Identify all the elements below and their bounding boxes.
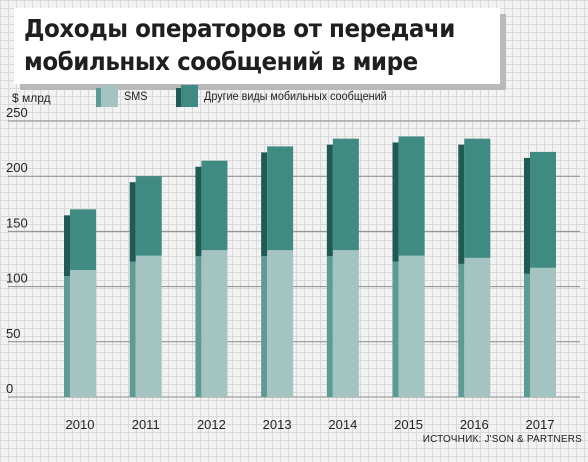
bar-side-other-2014 bbox=[326, 144, 333, 257]
chart-title: Доходы операторов от передачи мобильных … bbox=[14, 8, 501, 84]
chart-title-line-1: Доходы операторов от передачи bbox=[24, 14, 455, 43]
x-tick-label-2013: 2013 bbox=[263, 417, 292, 432]
bar-side-sms-2010 bbox=[64, 276, 70, 397]
bar-side-sms-2013 bbox=[261, 256, 268, 397]
bar-sms-2016 bbox=[464, 257, 491, 397]
bar-other-2011 bbox=[135, 176, 162, 256]
legend-swatch-sms-front bbox=[101, 85, 118, 107]
bar-other-2013 bbox=[267, 146, 294, 251]
bar-other-2016 bbox=[464, 138, 491, 258]
source-note: ИСТОЧНИК: J'SON & PARTNERS bbox=[422, 434, 582, 445]
legend-swatch-other-front bbox=[181, 85, 198, 107]
bar-side-other-2011 bbox=[129, 182, 136, 262]
x-tick-label-2015: 2015 bbox=[394, 417, 423, 432]
legend-swatch-sms bbox=[96, 85, 118, 107]
bar-sms-2012 bbox=[201, 250, 228, 397]
bar-side-sms-2016 bbox=[458, 263, 465, 397]
x-tick-label-2011: 2011 bbox=[132, 417, 160, 432]
y-tick-label-200: 200 bbox=[6, 160, 28, 175]
bar-sms-2013 bbox=[267, 250, 294, 397]
bar-other-2015 bbox=[398, 136, 425, 256]
bar-side-sms-2011 bbox=[129, 261, 136, 397]
bar-sms-2011 bbox=[135, 255, 162, 397]
y-axis-unit-label: $ млрд bbox=[12, 91, 51, 105]
bar-sms-2015 bbox=[398, 255, 425, 397]
y-tick-label-0: 0 bbox=[6, 381, 13, 396]
bar-side-other-2012 bbox=[195, 166, 202, 257]
y-tick-label-250: 250 bbox=[6, 105, 28, 120]
x-tick-label-2017: 2017 bbox=[526, 417, 555, 432]
bar-side-sms-2015 bbox=[392, 261, 399, 397]
bar-side-sms-2017 bbox=[524, 273, 530, 397]
x-tick-label-2014: 2014 bbox=[328, 417, 357, 432]
bar-other-2017 bbox=[530, 151, 556, 268]
y-tick-label-100: 100 bbox=[6, 271, 28, 286]
x-tick-label-2010: 2010 bbox=[66, 417, 95, 432]
legend-item-sms: SMS bbox=[96, 85, 150, 107]
bar-side-other-2010 bbox=[64, 215, 70, 277]
bar-other-2014 bbox=[332, 138, 359, 251]
bar-side-sms-2012 bbox=[195, 256, 202, 397]
bar-side-other-2013 bbox=[261, 152, 268, 257]
legend-swatch-sms-side bbox=[96, 88, 101, 107]
bar-sms-2010 bbox=[70, 270, 96, 397]
legend-item-other: Другие виды мобильных сообщений bbox=[176, 85, 407, 107]
y-tick-label-150: 150 bbox=[6, 215, 28, 230]
bar-other-2010 bbox=[70, 209, 96, 271]
legend-swatch-other bbox=[176, 85, 198, 107]
legend-label-other: Другие виды мобильных сообщений bbox=[204, 89, 387, 103]
bar-sms-2014 bbox=[332, 250, 359, 397]
bar-side-other-2016 bbox=[458, 144, 465, 264]
bar-side-sms-2014 bbox=[326, 256, 333, 397]
legend-label-sms: SMS bbox=[124, 89, 148, 103]
x-tick-label-2016: 2016 bbox=[460, 417, 489, 432]
y-tick-label-50: 50 bbox=[6, 326, 20, 341]
bar-side-other-2015 bbox=[392, 142, 399, 262]
bar-sms-2017 bbox=[530, 267, 556, 397]
bar-side-other-2017 bbox=[524, 157, 530, 274]
x-tick-label-2012: 2012 bbox=[197, 417, 226, 432]
chart-title-line-2: мобильных сообщений в мире bbox=[24, 47, 418, 76]
legend-swatch-other-side bbox=[176, 88, 181, 107]
bar-other-2012 bbox=[201, 160, 228, 251]
